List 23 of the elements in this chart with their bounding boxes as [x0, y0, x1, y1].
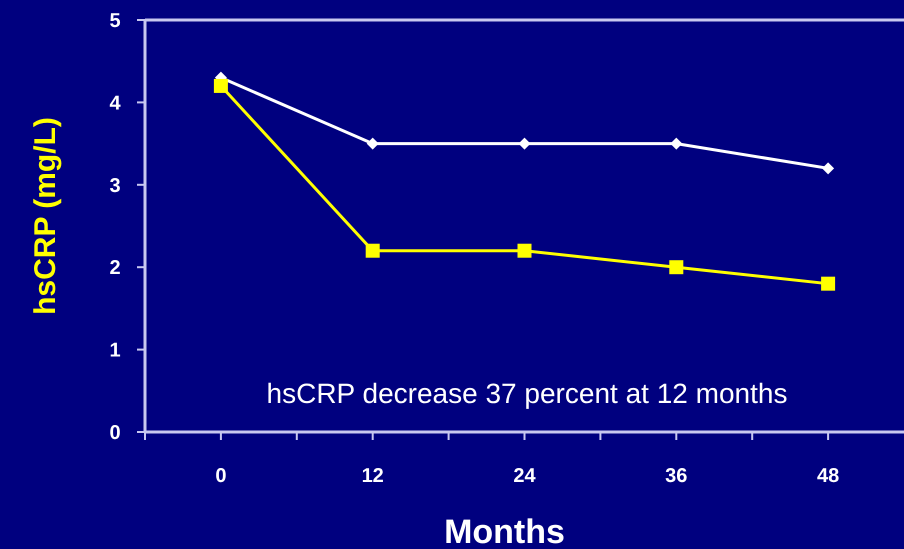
- point: [214, 78, 228, 93]
- x-tick-label: 0: [215, 465, 226, 487]
- point: [822, 162, 834, 174]
- point: [670, 138, 682, 150]
- point: [518, 244, 532, 258]
- x-tick-label: 48: [816, 465, 840, 487]
- annotation: hsCRP decrease 37 percent at 12 months: [266, 378, 788, 409]
- y-tick-label: 2: [109, 257, 121, 280]
- point: [366, 138, 379, 150]
- x-tick-label: 24: [513, 465, 536, 487]
- x-tick-label: 36: [665, 465, 688, 487]
- x-axis-title: Months: [444, 513, 565, 549]
- y-axis-title: hsCRP (mg/L): [29, 117, 62, 315]
- x-tick-label: 12: [362, 465, 384, 487]
- point: [669, 260, 684, 274]
- y-tick-label: 1: [109, 340, 121, 362]
- y-tick-label: 0: [109, 422, 121, 444]
- point: [821, 276, 836, 291]
- y-tick-label: 5: [109, 10, 121, 32]
- y-tick-label: 4: [109, 92, 122, 114]
- y-tick-label: 3: [109, 174, 121, 197]
- point: [518, 138, 530, 150]
- point: [366, 244, 380, 258]
